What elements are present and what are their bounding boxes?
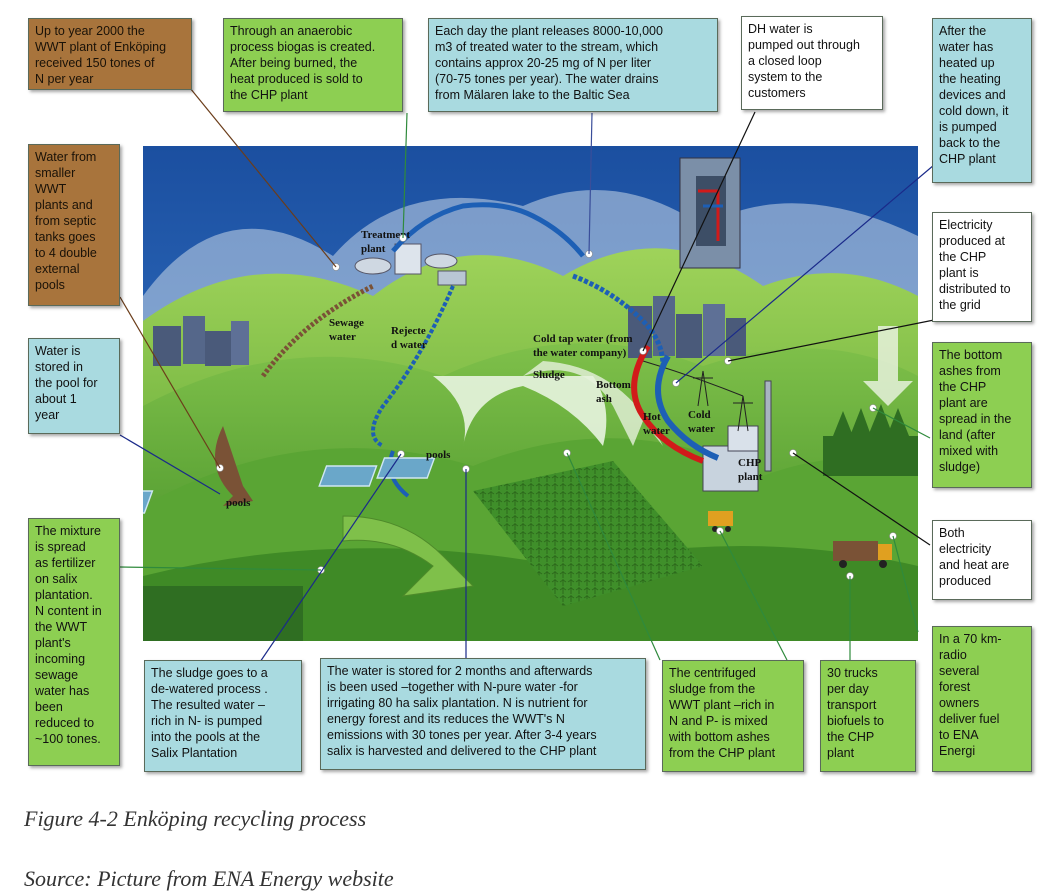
figure-caption: Figure 4-2 Enköping recycling process [24, 806, 367, 831]
label-pools-left: pools [226, 497, 251, 509]
label-sludge: Sludge [533, 369, 565, 381]
label-chp: CHP [738, 457, 762, 469]
callout-stored-pool: Water is stored in the pool for about 1 … [28, 338, 120, 434]
label-pools-right: pools [426, 449, 451, 461]
treatment-plant-illustration [354, 243, 467, 286]
callout-biogas: Through an anaerobic process biogas is c… [223, 18, 403, 112]
brown-sludge-path [215, 426, 253, 506]
pools-left-illustration [143, 490, 154, 514]
label-chp-plant: plant [738, 471, 763, 483]
white-arrow-stream [523, 361, 663, 446]
forest-left [143, 586, 303, 641]
callout-wwt-nitrogen: Up to year 2000 the WWT plant of Enköpin… [28, 18, 192, 90]
label-rejected-2: d water [391, 339, 427, 351]
callout-centrifuged-sludge: The centrifuged sludge from the WWT plan… [662, 660, 804, 772]
truck-illustration [833, 541, 892, 568]
callout-mixture-fertilizer: The mixture is spread as fertilizer on s… [28, 518, 120, 766]
callout-dh-water: DH water is pumped out through a closed … [741, 16, 883, 110]
callout-smaller-wwt: Water from smaller WWT plants and from s… [28, 144, 120, 306]
recycling-scene-illustration: Treatment plant Sewage water Rejecte d w… [143, 146, 918, 641]
label-cold-tap-1: Cold tap water (from [533, 333, 633, 345]
label-sewage: Sewage [329, 317, 364, 329]
callout-both-produced: Both electricity and heat are produced [932, 520, 1032, 600]
label-hot-water: water [643, 425, 670, 437]
label-ash: ash [596, 393, 612, 405]
sky-pipe-left [391, 202, 585, 258]
hot-water-pipe [631, 344, 705, 464]
cold-water-pipe [655, 354, 720, 461]
callout-sludge-dewatered: The sludge goes to a de-watered process … [144, 660, 302, 772]
label-sewage-water: water [329, 331, 356, 343]
label-cold-tap-2: the water company) [533, 347, 627, 359]
house-cutaway-illustration [679, 157, 741, 269]
callout-salix-irrigation: The water is stored for 2 months and aft… [320, 658, 646, 770]
rejected-water-pipe [371, 285, 455, 448]
callout-electricity-grid: Electricity produced at the CHP plant is… [932, 212, 1032, 322]
callout-heated-water: After the water has heated up the heatin… [932, 18, 1032, 183]
label-cold: Cold [688, 409, 711, 421]
white-stream [433, 376, 607, 446]
callout-bottom-ashes: The bottom ashes from the CHP plant are … [932, 342, 1032, 488]
label-cold-water: water [688, 423, 715, 435]
label-bottom: Bottom [596, 379, 631, 391]
figure-source: Source: Picture from ENA Energy website [24, 866, 394, 891]
callout-forest-owners: In a 70 km- radio several forest owners … [932, 626, 1032, 772]
callout-treated-water: Each day the plant releases 8000-10,000 … [428, 18, 718, 112]
label-hot: Hot [643, 411, 661, 423]
sewage-pipe [260, 283, 375, 378]
callout-trucks: 30 trucks per day transport biofuels to … [820, 660, 916, 772]
label-treatment: Treatment [361, 229, 410, 241]
label-treatment-plant: plant [361, 243, 386, 255]
label-rejected-1: Rejecte [391, 325, 426, 337]
